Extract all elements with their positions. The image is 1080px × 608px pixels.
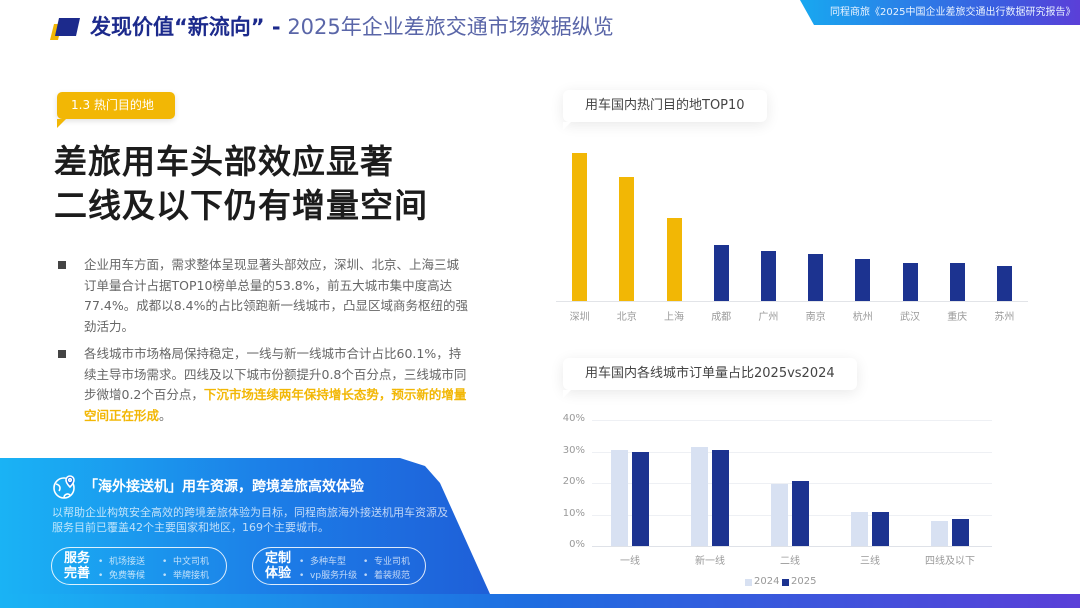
pill-item: • 免费等候 [98,571,146,581]
bar-2024-一线 [611,450,628,546]
y-tick-label: 20% [562,476,585,487]
x-tick-label: 深圳 [569,312,590,323]
panel-title-text: 「海外接送机」用车资源，跨境差旅高效体验 [84,479,364,495]
bullet-end: 。 [159,407,172,423]
x-tick-label: 北京 [616,312,637,323]
x-tick-label: 杭州 [852,312,873,323]
bar-南京 [808,253,824,301]
pill-label: 服务 完善 [64,551,91,581]
bullet-square-icon [58,350,66,358]
bullet-text: 企业用车方面，需求整体呈现显著头部效应，深圳、北京、上海三城订单量合计占据TOP… [84,257,468,334]
x-axis [556,301,1028,302]
gridline [592,420,992,421]
bar-北京 [619,177,635,301]
x-tick-label: 四线及以下 [925,556,975,567]
title-bold: 发现价值“新流向” - [90,15,281,39]
legend-swatch-2024 [745,579,752,586]
y-tick-label: 10% [562,507,585,519]
panel-title: 「海外接送机」用车资源，跨境差旅高效体验 [52,474,364,500]
bar-2024-二线 [771,484,788,546]
x-tick-label: 成都 [711,312,732,323]
bullet-2: 各线城市市场格局保持稳定，一线与新一线城市合计占比60.1%，持续主导市场需求。… [58,344,468,426]
bullet-square-icon [58,261,66,269]
bar-成都 [713,245,729,301]
x-tick-label: 武汉 [900,312,920,323]
y-tick-label: 30% [562,444,585,456]
pill-item: • 着装规范 [363,571,411,581]
bar-2024-四线及以下 [931,521,948,546]
gridline [592,546,992,547]
bar-杭州 [855,258,871,301]
bar-上海 [666,218,682,301]
report-name-banner: 同程商旅《2025中国企业差旅交通出行数据研究报告》 [800,0,1080,25]
headline: 差旅用车头部效应显著 二线及以下仍有增量空间 [54,140,428,228]
pill-item: • 举牌接机 [162,571,210,581]
pill-item: • 机场接送 [98,557,146,567]
bar-深圳 [572,153,588,301]
bar-广州 [760,251,776,301]
y-tick-label: 0% [569,539,585,550]
x-tick-label: 三线 [860,556,880,567]
title-light: 2025年企业差旅交通市场数据纵览 [280,15,614,39]
x-tick-label: 广州 [758,312,779,323]
headline-line-2: 二线及以下仍有增量空间 [54,186,428,225]
chart1-title: 用车国内热门目的地TOP10 [563,90,767,130]
bar-武汉 [902,262,918,301]
chart2-title: 用车国内各线城市订单量占比2025vs2024 [563,358,857,398]
custom-pill: 定制 体验 • 多种车型 • 专业司机 • vp服务升级 • 着装规范 [252,547,426,585]
bar-苏州 [996,265,1012,301]
page-title: 发现价值“新流向” - 2025年企业差旅交通市场数据纵览 [90,12,614,42]
x-tick-label: 新一线 [695,556,725,567]
bar-2024-新一线 [691,447,708,546]
bar-2025-三线 [872,511,889,546]
bullet-highlight: 下沉市场连续两年保持增长态势，预示新的增量空间正在形成 [84,387,467,423]
bullet-text: 各线城市市场格局保持稳定，一线与新一线城市合计占比60.1%，持续主导市场需求。… [84,344,468,426]
x-tick-label: 一线 [620,556,640,567]
globe-location-icon [53,475,75,499]
bullet-1: 企业用车方面，需求整体呈现显著头部效应，深圳、北京、上海三城订单量合计占据TOP… [58,255,468,337]
pill-item: • 专业司机 [363,557,411,567]
legend-swatch-2025 [782,579,789,586]
section-tag: 1.3 热门目的地 [57,92,175,128]
y-tick-label: 40% [562,413,585,424]
bullet-text-main: 各线城市市场格局保持稳定，一线与新一线城市合计占比60.1%，持续主导市场需求。… [84,346,467,402]
x-tick-label: 南京 [805,312,826,323]
pill-label: 定制 体验 [265,551,292,581]
pill-item: • 多种车型 [299,557,347,567]
bar-2025-一线 [632,452,649,546]
x-tick-label: 重庆 [947,312,968,323]
x-tick-label: 苏州 [994,312,1015,323]
service-pill: 服务 完善 • 机场接送 • 中文司机 • 免费等候 • 举牌接机 [51,547,227,585]
pill-item: • 中文司机 [162,557,210,567]
bar-2025-二线 [792,481,809,546]
x-tick-label: 上海 [664,312,684,323]
headline-line-1: 差旅用车头部效应显著 [54,142,394,181]
legend-label: 2024 [754,576,780,587]
bottom-gradient-bar [0,594,1080,608]
logo-icon [50,18,80,40]
bar-2025-四线及以下 [952,518,969,546]
x-tick-label: 二线 [780,556,800,567]
legend-label: 2025 [791,576,817,587]
bar-2025-新一线 [712,449,729,546]
gridline [592,451,992,453]
bar-重庆 [949,263,965,301]
bar-2024-三线 [851,512,868,546]
panel-description: 以帮助企业构筑安全高效的跨境差旅体验为目标，同程商旅海外接送机用车资源及服务目前… [52,506,448,534]
pill-item: • vp服务升级 [299,571,358,581]
